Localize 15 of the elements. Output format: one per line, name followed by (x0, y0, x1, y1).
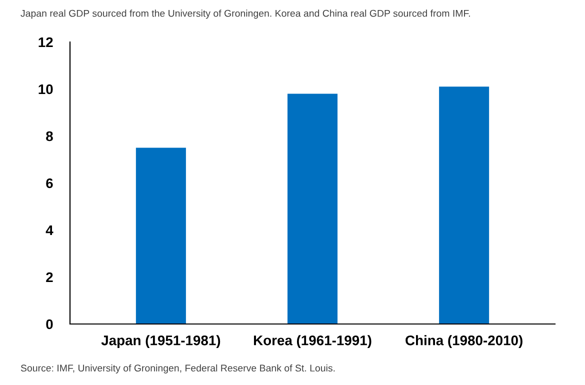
y-tick-label: 0 (46, 319, 53, 330)
y-tick-label: 2 (46, 272, 53, 282)
y-tick-label: 6 (46, 178, 53, 188)
x-tick-label: China (1980-2010) (406, 335, 522, 348)
y-tick-label: 8 (46, 131, 53, 142)
text: Japan real GDP sourced from the University of Groningen. Korea and China real GDP sourced from IMF. (20, 10, 470, 19)
x-tick-label: Korea (1961-1991) (254, 335, 372, 348)
y-tick-label: 10 (38, 84, 53, 94)
bar (439, 86, 490, 324)
y-tick-label: 12 (38, 37, 53, 48)
bar (287, 94, 338, 324)
x-tick-label: Japan (1951-1981) (101, 335, 220, 348)
bar (136, 148, 186, 324)
y-tick-label: 4 (46, 225, 54, 236)
source-note: Source: IMF, University of Groningen, Federal Reserve Bank of St. Louis. (20, 364, 335, 374)
